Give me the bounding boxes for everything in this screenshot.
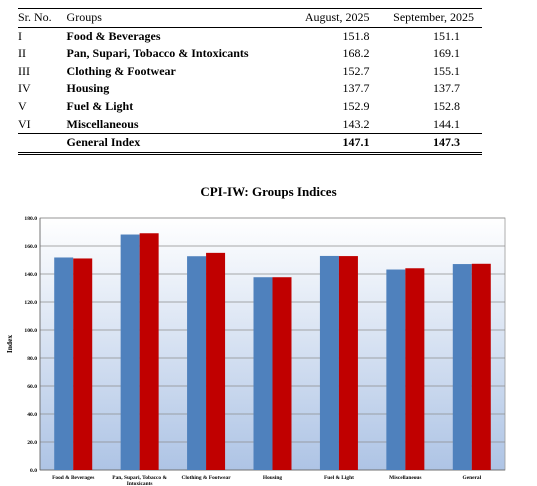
row-sep: 144.1 <box>433 116 460 131</box>
x-tick-label: Clothing & Footwear <box>182 475 232 481</box>
table-row: III Clothing & Footwear 152.7 155.1 <box>18 63 482 81</box>
row-group: Fuel & Light <box>66 98 134 113</box>
x-tick-label: Food & Beverages <box>52 475 94 481</box>
bar-august <box>386 269 406 470</box>
total-aug: 147.1 <box>277 133 370 155</box>
total-group: General Index <box>66 133 278 155</box>
total-sr-empty <box>18 133 67 155</box>
row-aug: 137.7 <box>342 81 370 96</box>
row-group: Housing <box>66 81 110 96</box>
header-september: September, 2025 <box>369 8 482 28</box>
row-aug: 168.2 <box>342 46 370 61</box>
chart-title: CPI-IW: Groups Indices <box>200 184 337 199</box>
table-row: V Fuel & Light 152.9 152.8 <box>18 98 482 116</box>
cpi-groups-table: Sr. No. Groups August, 2025 September, 2… <box>18 8 482 155</box>
bar-september <box>471 263 491 470</box>
row-aug: 152.7 <box>342 63 370 78</box>
x-tick-label: Pan, Supari, Tobacco & Intoxicants <box>112 475 167 486</box>
table-row: VI Miscellaneous 143.2 144.1 <box>18 116 482 134</box>
total-sep: 147.3 <box>369 133 482 155</box>
y-tick-label: 160.0 <box>24 244 37 250</box>
y-tick-label: 0.0 <box>30 468 37 474</box>
y-axis-label: Index <box>5 335 14 354</box>
bar-august <box>54 257 74 470</box>
y-tick-label: 40.0 <box>27 412 37 418</box>
row-sr: IV <box>18 81 31 96</box>
row-group: Miscellaneous <box>66 116 139 131</box>
bar-september <box>73 258 93 470</box>
row-sep: 151.1 <box>433 28 460 43</box>
row-sep: 169.1 <box>433 46 460 61</box>
row-group: Food & Beverages <box>66 28 161 43</box>
y-tick-label: 180.0 <box>24 216 37 222</box>
table-header-row: Sr. No. Groups August, 2025 September, 2… <box>18 8 482 28</box>
header-sr-no: Sr. No. <box>18 8 67 28</box>
row-sr: V <box>18 98 27 113</box>
row-group: Clothing & Footwear <box>66 63 176 78</box>
y-tick-label: 60.0 <box>27 384 37 390</box>
row-sr: I <box>18 28 22 43</box>
y-tick-label: 120.0 <box>24 300 37 306</box>
bar-august <box>253 277 273 470</box>
row-aug: 152.9 <box>342 98 370 113</box>
bar-august <box>452 264 472 470</box>
row-aug: 143.2 <box>342 116 370 131</box>
bar-september <box>139 233 159 470</box>
row-sr: VI <box>18 116 31 131</box>
bar-august <box>120 234 140 470</box>
bar-september <box>338 256 358 470</box>
row-sr: III <box>18 63 30 78</box>
table-total-row: General Index 147.1 147.3 <box>18 133 482 155</box>
y-tick-label: 140.0 <box>24 272 37 278</box>
bar-september <box>405 268 425 470</box>
y-tick-label: 80.0 <box>27 356 37 362</box>
row-aug: 151.8 <box>342 28 370 43</box>
x-tick-label: Miscellaneous <box>389 475 421 481</box>
bar-september <box>272 277 292 470</box>
row-group: Pan, Supari, Tobacco & Intoxicants <box>66 46 249 61</box>
row-sep: 152.8 <box>433 98 460 113</box>
row-sep: 137.7 <box>433 81 460 96</box>
table-row: IV Housing 137.7 137.7 <box>18 80 482 98</box>
header-august: August, 2025 <box>277 8 370 28</box>
y-tick-label: 20.0 <box>27 440 37 446</box>
bar-august <box>187 256 207 470</box>
x-tick-label: Housing <box>263 475 282 481</box>
row-sep: 155.1 <box>433 63 460 78</box>
table-row: I Food & Beverages 151.8 151.1 <box>18 27 482 45</box>
row-sr: II <box>18 46 26 61</box>
y-tick-label: 100.0 <box>24 328 37 334</box>
x-tick-label: General <box>463 475 482 481</box>
x-tick-label: Fuel & Light <box>324 475 354 481</box>
bar-september <box>206 252 226 470</box>
bar-august <box>319 255 339 470</box>
table-row: II Pan, Supari, Tobacco & Intoxicants 16… <box>18 45 482 63</box>
header-groups: Groups <box>66 8 278 28</box>
